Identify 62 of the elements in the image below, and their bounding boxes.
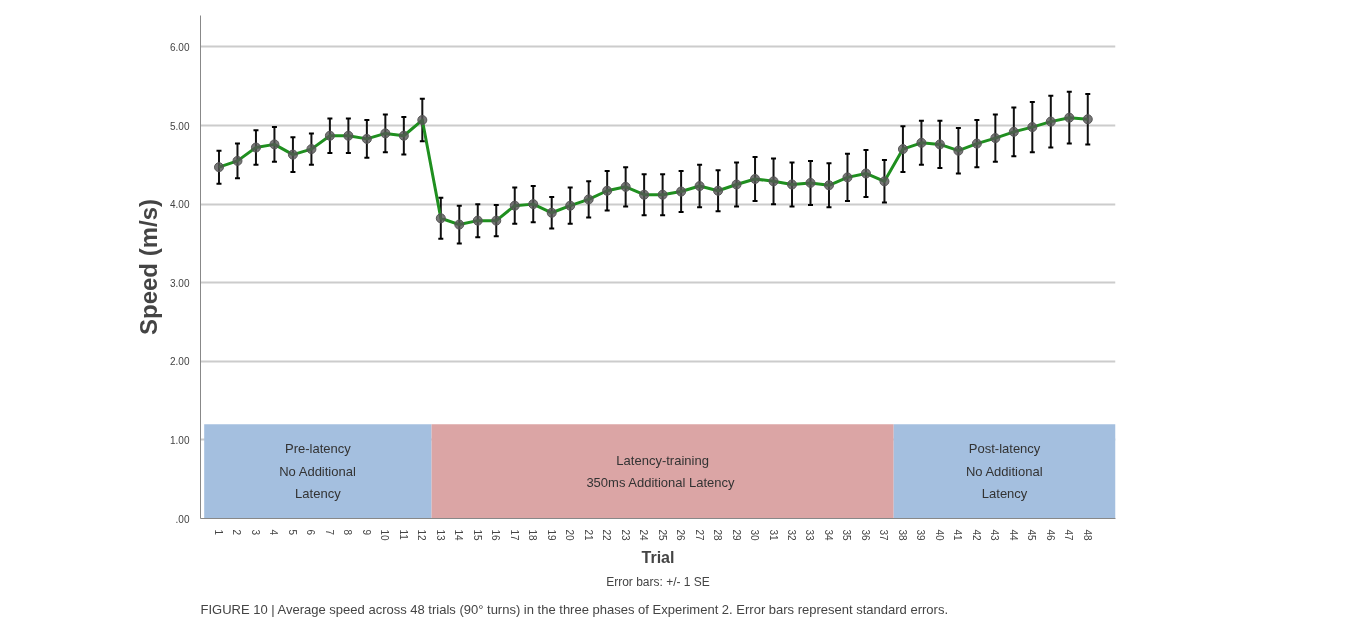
x-tick-label: 27 bbox=[693, 529, 705, 542]
x-tick-label: 6 bbox=[305, 529, 317, 536]
x-tick-label: 44 bbox=[1007, 529, 1019, 542]
caption: FIGURE 10 | Average speed across 48 trials (90° turns) in the three phases of Experiment 2. Error bars represent standard errors. bbox=[200, 601, 949, 617]
x-tick-label: 42 bbox=[970, 529, 982, 542]
x-tick-label: 1 bbox=[212, 529, 224, 536]
band-label: Post-latency No Additional Latency bbox=[965, 441, 1043, 502]
x-tick-label: 18 bbox=[527, 529, 539, 542]
x-tick-label: 29 bbox=[730, 529, 742, 542]
band-label: Latency-training 350ms Additional Latency bbox=[586, 452, 736, 491]
x-tick-label: 19 bbox=[545, 529, 557, 542]
text: Error bars: +/- 1 SE bbox=[606, 574, 710, 589]
x-tick-label: 14 bbox=[453, 529, 465, 542]
x-tick-label: 12 bbox=[416, 529, 428, 542]
x-tick-label: 4 bbox=[268, 529, 280, 536]
x-tick-label: 30 bbox=[749, 529, 761, 542]
x-tick-label: 31 bbox=[767, 529, 779, 542]
y-tick-label: 4.00 bbox=[170, 199, 190, 211]
x-tick-label: 21 bbox=[582, 529, 594, 542]
x-tick-label: 35 bbox=[841, 529, 853, 542]
x-tick-label: 32 bbox=[786, 529, 798, 542]
x-tick-label: 11 bbox=[397, 529, 409, 541]
x-tick-label: 20 bbox=[564, 529, 576, 542]
x-tick-label: 13 bbox=[434, 529, 446, 542]
x-axis-title: Trial bbox=[641, 548, 675, 566]
x-tick-label: 43 bbox=[989, 529, 1001, 542]
x-tick-label: 40 bbox=[933, 529, 945, 542]
x-tick-label: 5 bbox=[286, 529, 298, 536]
x-tick-label: 38 bbox=[896, 529, 908, 542]
x-tick-label: 39 bbox=[915, 529, 927, 542]
y-tick-label: .00 bbox=[175, 513, 190, 525]
y-tick-label: 1.00 bbox=[170, 434, 190, 446]
x-tick-label: 8 bbox=[342, 529, 354, 536]
x-tick-label: 23 bbox=[619, 529, 631, 542]
x-tick-label: 45 bbox=[1026, 529, 1038, 542]
x-tick-label: 22 bbox=[601, 529, 613, 542]
x-tick-label: 2 bbox=[231, 529, 243, 536]
x-tick-label: 46 bbox=[1044, 529, 1056, 542]
x-tick-label: 28 bbox=[712, 529, 724, 542]
x-tick-label: 33 bbox=[804, 529, 816, 542]
x-tick-label: 48 bbox=[1081, 529, 1093, 542]
x-tick-label: 7 bbox=[323, 529, 335, 536]
x-tick-label: 9 bbox=[360, 529, 372, 536]
y-axis-title: Speed (m/s) bbox=[135, 198, 163, 336]
y-tick-label: 2.00 bbox=[170, 356, 190, 368]
x-tick-label: 26 bbox=[675, 529, 687, 542]
band-label: Pre-latency No Additional Latency bbox=[279, 441, 356, 502]
x-tick-label: 3 bbox=[249, 529, 261, 536]
x-tick-label: 41 bbox=[952, 529, 964, 542]
x-tick-label: 34 bbox=[822, 529, 834, 542]
y-tick-label: 3.00 bbox=[170, 277, 190, 289]
y-tick-label: 5.00 bbox=[170, 120, 190, 132]
x-tick-label: 37 bbox=[878, 529, 890, 542]
x-tick-label: 15 bbox=[471, 529, 483, 542]
x-tick-label: 16 bbox=[490, 529, 502, 542]
x-tick-label: 25 bbox=[656, 529, 668, 542]
x-tick-label: 17 bbox=[508, 529, 520, 542]
x-tick-label: 36 bbox=[859, 529, 871, 542]
x-tick-label: 10 bbox=[379, 529, 391, 542]
y-tick-label: 6.00 bbox=[170, 41, 190, 53]
x-tick-label: 47 bbox=[1063, 529, 1075, 542]
x-tick-label: 24 bbox=[638, 529, 650, 542]
